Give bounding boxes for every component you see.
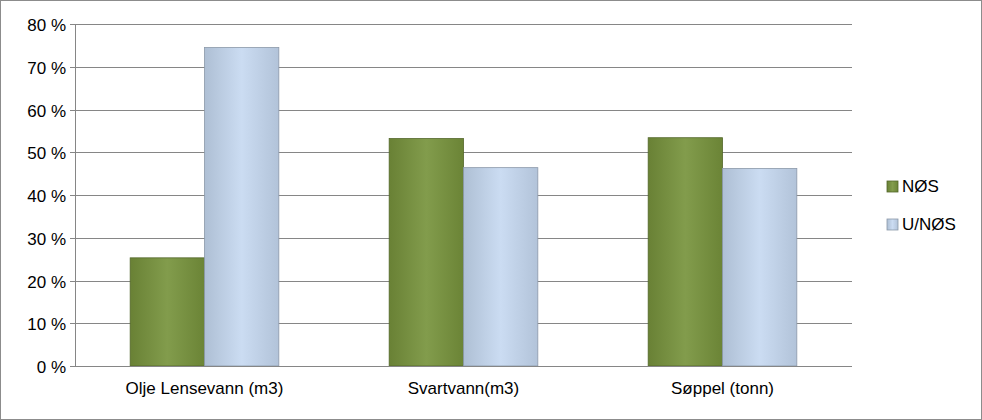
bar bbox=[723, 168, 797, 366]
y-tick-label: 0 % bbox=[37, 358, 66, 377]
y-tick-label: 80 % bbox=[27, 16, 66, 35]
grid-line bbox=[75, 110, 852, 111]
grid-line bbox=[75, 24, 852, 25]
bar bbox=[389, 139, 463, 366]
x-axis bbox=[75, 366, 852, 367]
bars bbox=[130, 48, 797, 366]
y-tick bbox=[70, 281, 75, 282]
y-tick bbox=[70, 110, 75, 111]
x-tick-label: Svartvann(m3) bbox=[408, 379, 519, 398]
bar bbox=[648, 138, 722, 366]
legend-swatch bbox=[887, 219, 898, 230]
grid-line bbox=[75, 67, 852, 68]
y-tick bbox=[70, 152, 75, 153]
legend-label: U/NØS bbox=[902, 215, 956, 234]
y-tick-label: 20 % bbox=[27, 273, 66, 292]
chart-frame bbox=[1, 1, 982, 420]
legend-swatch bbox=[887, 181, 898, 192]
y-tick-label: 70 % bbox=[27, 59, 66, 78]
y-tick-label: 50 % bbox=[27, 144, 66, 163]
y-tick bbox=[70, 238, 75, 239]
grid-line bbox=[75, 366, 852, 367]
y-tick bbox=[70, 195, 75, 196]
y-tick bbox=[70, 67, 75, 68]
y-axis bbox=[75, 24, 76, 366]
y-tick bbox=[70, 24, 75, 25]
bar bbox=[205, 48, 279, 366]
chart: 0 % 10 % 20 % 30 % 40 % 50 % 60 % 70 % 80 % Olje … bbox=[0, 0, 982, 420]
bar bbox=[130, 258, 204, 366]
x-tick-label: Olje Lensevann (m3) bbox=[126, 379, 284, 398]
legend-label: NØS bbox=[902, 177, 939, 196]
y-tick-label: 30 % bbox=[27, 230, 66, 249]
bar bbox=[464, 168, 538, 366]
y-tick-label: 60 % bbox=[27, 102, 66, 121]
x-tick-label: Søppel (tonn) bbox=[671, 379, 774, 398]
y-tick bbox=[70, 323, 75, 324]
y-tick bbox=[70, 366, 75, 367]
y-tick-label: 40 % bbox=[27, 187, 66, 206]
y-tick-label: 10 % bbox=[27, 315, 66, 334]
